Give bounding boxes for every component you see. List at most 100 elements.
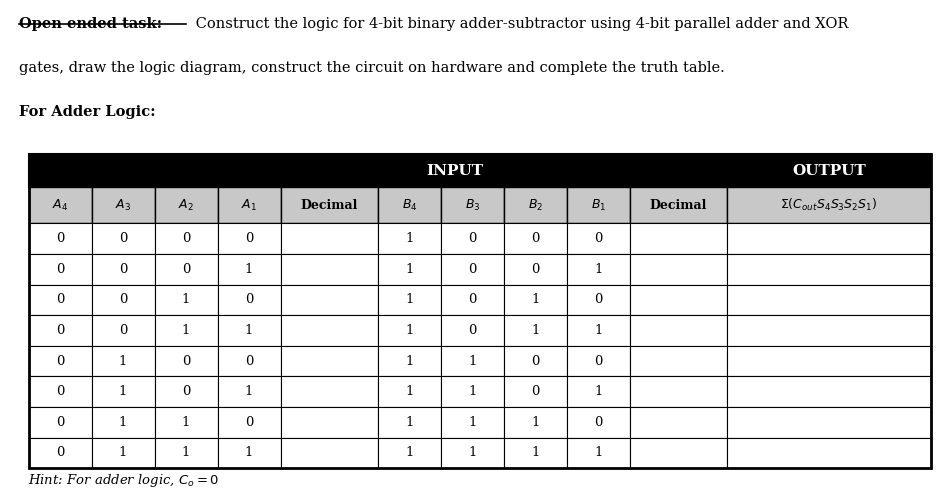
Text: 0: 0 [181,385,190,398]
Bar [378,315,441,346]
Bar [504,407,567,438]
Bar [155,254,218,284]
Bar [155,407,218,438]
Text: 0: 0 [56,355,65,368]
Text: Construct the logic for 4-bit binary adder-subtractor using 4-bit parallel adder: Construct the logic for 4-bit binary add… [191,17,848,31]
Bar [441,224,504,254]
Text: 0: 0 [245,355,254,368]
Text: 0: 0 [56,416,65,429]
Bar [28,315,91,346]
Bar [155,224,218,254]
Bar [630,407,727,438]
Bar [91,346,155,376]
Text: $\Sigma(C_{out}S_4S_3S_2S_1)$: $\Sigma(C_{out}S_4S_3S_2S_1)$ [780,197,878,214]
Bar [378,407,441,438]
Bar [218,224,280,254]
Bar [630,376,727,407]
Bar [567,315,630,346]
Bar [567,284,630,315]
Text: 1: 1 [468,416,477,429]
Bar [218,315,280,346]
Text: 1: 1 [594,446,602,459]
Bar [218,407,280,438]
Bar [727,284,931,315]
Text: 1: 1 [245,446,254,459]
Bar [91,224,155,254]
Text: 0: 0 [181,263,190,276]
Text: 0: 0 [468,232,477,245]
Text: 0: 0 [56,232,65,245]
Text: $B_1$: $B_1$ [591,198,606,213]
Bar [280,224,378,254]
Bar [727,224,931,254]
Text: 1: 1 [594,263,602,276]
Bar [218,254,280,284]
Text: 0: 0 [56,263,65,276]
Bar [630,315,727,346]
Text: $B_2$: $B_2$ [528,198,543,213]
Text: $A_2$: $A_2$ [178,198,194,213]
Text: 1: 1 [468,355,477,368]
Bar [727,254,931,284]
Bar [727,376,931,407]
Bar [280,284,378,315]
Bar [727,407,931,438]
Text: 1: 1 [181,416,190,429]
Bar [218,346,280,376]
Bar [567,254,630,284]
Bar [378,187,441,224]
Text: 0: 0 [468,293,477,306]
Text: 0: 0 [56,293,65,306]
Bar [91,187,155,224]
Bar [378,224,441,254]
Bar [441,346,504,376]
Text: For Adder Logic:: For Adder Logic: [19,106,156,120]
Bar [28,224,91,254]
Text: 1: 1 [405,416,413,429]
Text: $A_4$: $A_4$ [52,198,68,213]
Text: 1: 1 [245,263,254,276]
Text: 0: 0 [119,263,127,276]
Text: 1: 1 [119,446,127,459]
Bar [504,346,567,376]
Text: 0: 0 [531,263,540,276]
Text: gates, draw the logic diagram, construct the circuit on hardware and complete th: gates, draw the logic diagram, construct… [19,61,725,75]
Text: 0: 0 [245,416,254,429]
Bar [28,407,91,438]
Bar [155,438,218,468]
Text: 1: 1 [594,385,602,398]
Bar [567,187,630,224]
Bar [504,438,567,468]
Bar [155,315,218,346]
Bar [28,154,931,187]
Bar [630,284,727,315]
Text: 0: 0 [468,324,477,337]
Text: 1: 1 [531,293,540,306]
Bar [155,284,218,315]
Bar [630,254,727,284]
Bar [567,376,630,407]
Bar [567,407,630,438]
Text: $B_3$: $B_3$ [465,198,480,213]
Text: 1: 1 [181,324,190,337]
Bar [91,254,155,284]
Bar [378,346,441,376]
Text: 1: 1 [405,263,413,276]
Bar [504,254,567,284]
Bar [28,284,91,315]
Text: 1: 1 [245,385,254,398]
Text: 0: 0 [531,355,540,368]
Bar [378,284,441,315]
Text: 0: 0 [245,232,254,245]
Text: 1: 1 [531,446,540,459]
Text: 0: 0 [594,293,602,306]
Text: 0: 0 [56,385,65,398]
Text: $B_4$: $B_4$ [402,198,417,213]
Bar [218,438,280,468]
Bar [504,284,567,315]
Bar [155,346,218,376]
Text: 1: 1 [594,324,602,337]
Text: 1: 1 [245,324,254,337]
Text: INPUT: INPUT [427,164,484,178]
Bar [280,376,378,407]
